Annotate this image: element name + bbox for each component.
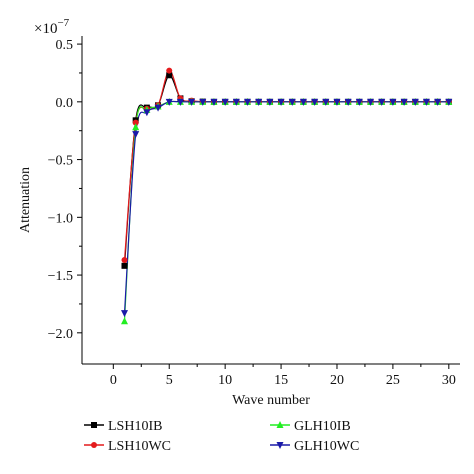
x-tick-label: 0 bbox=[110, 373, 117, 388]
series-line-lsh10wc bbox=[123, 70, 449, 261]
data-point-lsh10wc bbox=[132, 119, 139, 126]
data-point-glh10wc bbox=[221, 98, 229, 106]
x-tick-label: 20 bbox=[330, 373, 344, 388]
legend-label: GLH10IB bbox=[294, 419, 351, 434]
data-point-glh10wc bbox=[277, 98, 285, 106]
axes: 0 5 10 15 20 25 30 −2.0 −1.5 −1.0 −0.5 0.0 0.5 bbox=[48, 36, 460, 388]
y-tick-label: 0.0 bbox=[56, 96, 74, 111]
legend-item-lsh10wc: LSH10WC bbox=[84, 439, 171, 454]
x-tick-label: 5 bbox=[166, 373, 173, 388]
data-point-glh10wc bbox=[143, 109, 151, 117]
legend: LSH10IB GLH10IB LSH10WC GLH10WC bbox=[84, 419, 359, 454]
data-point-glh10wc bbox=[378, 98, 386, 106]
legend-item-glh10wc: GLH10WC bbox=[270, 439, 359, 454]
data-point-glh10wc bbox=[400, 98, 408, 106]
legend-swatch-marker bbox=[276, 421, 284, 428]
data-point-glh10wc bbox=[367, 98, 375, 106]
legend-item-lsh10ib: LSH10IB bbox=[84, 419, 162, 434]
data-point-glh10wc bbox=[188, 98, 196, 106]
y-tick-label: −1.0 bbox=[48, 211, 73, 226]
data-point-glh10wc bbox=[322, 98, 330, 106]
legend-label: LSH10WC bbox=[108, 439, 171, 454]
data-point-lsh10ib bbox=[166, 72, 173, 79]
y-tick-label: 0.5 bbox=[56, 38, 74, 53]
y-tick-label: −1.5 bbox=[48, 269, 73, 284]
x-tick-label: 10 bbox=[218, 373, 232, 388]
series-line-glh10wc bbox=[123, 100, 449, 314]
legend-swatch-marker bbox=[91, 442, 97, 448]
data-point-glh10ib bbox=[120, 317, 128, 325]
x-tick-label: 30 bbox=[442, 373, 456, 388]
y-axis-multiplier: ×10−7 bbox=[34, 17, 70, 37]
data-point-glh10wc bbox=[154, 104, 162, 112]
data-point-lsh10wc bbox=[166, 67, 173, 74]
data-point-glh10wc bbox=[288, 98, 296, 106]
x-tick-label: 15 bbox=[274, 373, 288, 388]
series-markers bbox=[120, 67, 453, 325]
data-point-glh10wc bbox=[422, 98, 430, 106]
data-point-glh10wc bbox=[299, 98, 307, 106]
data-point-glh10wc bbox=[411, 98, 419, 106]
data-point-glh10wc bbox=[210, 98, 218, 106]
data-point-glh10wc bbox=[244, 98, 252, 106]
legend-item-glh10ib: GLH10IB bbox=[270, 419, 351, 434]
data-point-glh10wc bbox=[434, 98, 442, 106]
y-axis-label: Attenuation bbox=[18, 167, 33, 233]
data-point-glh10wc bbox=[199, 98, 207, 106]
data-point-glh10wc bbox=[176, 98, 184, 106]
data-point-lsh10wc bbox=[121, 257, 128, 264]
data-point-glh10wc bbox=[355, 98, 363, 106]
y-tick-label: −0.5 bbox=[48, 154, 73, 169]
y-tick-label: −2.0 bbox=[48, 327, 73, 342]
x-axis-label: Wave number bbox=[232, 393, 310, 408]
data-point-lsh10ib bbox=[121, 262, 128, 269]
data-point-glh10ib bbox=[132, 123, 140, 131]
data-point-glh10wc bbox=[120, 310, 128, 318]
series-line-glh10ib bbox=[123, 100, 449, 322]
data-point-glh10wc bbox=[445, 98, 453, 106]
legend-label: GLH10WC bbox=[294, 439, 359, 454]
data-point-glh10wc bbox=[333, 98, 341, 106]
series-curves bbox=[123, 70, 449, 322]
legend-swatch-marker bbox=[91, 422, 97, 428]
data-point-glh10wc bbox=[132, 131, 140, 139]
legend-swatch-marker bbox=[276, 442, 284, 449]
data-point-glh10wc bbox=[266, 98, 274, 106]
data-point-glh10wc bbox=[311, 98, 319, 106]
data-point-glh10wc bbox=[389, 98, 397, 106]
data-point-glh10wc bbox=[165, 98, 173, 106]
data-point-glh10wc bbox=[232, 98, 240, 106]
legend-label: LSH10IB bbox=[108, 419, 162, 434]
x-tick-label: 25 bbox=[386, 373, 400, 388]
data-point-glh10wc bbox=[255, 98, 263, 106]
data-point-glh10wc bbox=[344, 98, 352, 106]
series-line-lsh10ib bbox=[123, 74, 449, 266]
